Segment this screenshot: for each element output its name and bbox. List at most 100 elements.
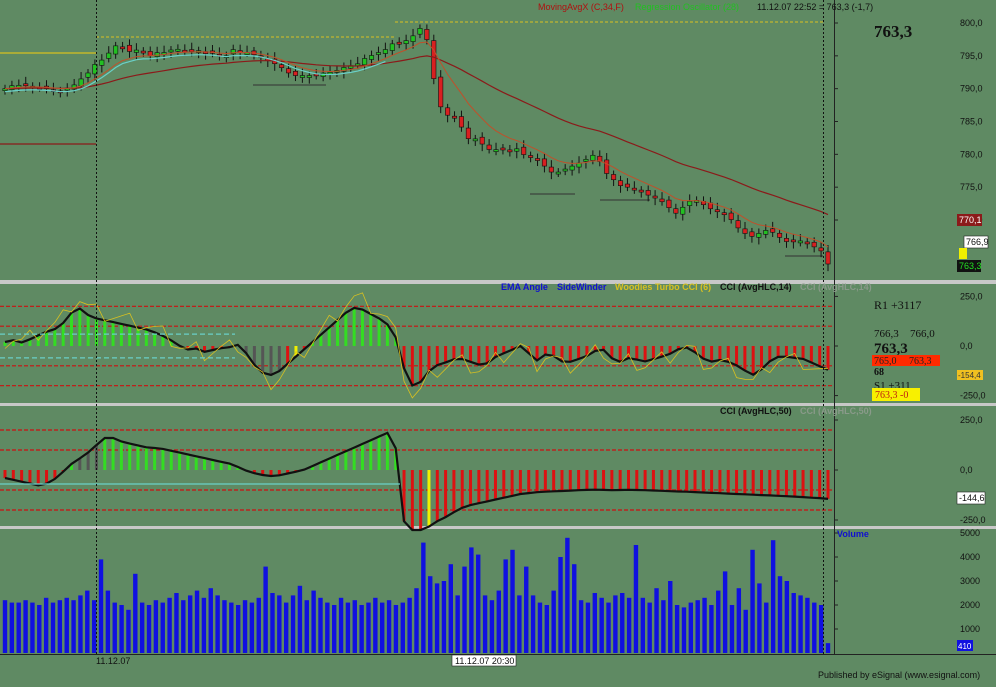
candle-body <box>362 58 368 66</box>
volume-bar <box>791 593 796 653</box>
volume-bar <box>633 545 639 653</box>
candle-body <box>528 155 534 158</box>
candle-body <box>465 127 471 139</box>
candle-body <box>714 209 720 213</box>
volume-bar <box>517 595 522 653</box>
volume-bar <box>681 607 687 653</box>
yellow-marker <box>959 248 967 259</box>
volume-tag <box>957 640 973 651</box>
volume-bar <box>661 600 666 653</box>
moving-average-slow <box>4 55 829 216</box>
candle-body <box>396 41 402 45</box>
volume-bar <box>757 583 762 653</box>
volume-bar <box>407 597 412 653</box>
price-axis-label: 780,0 <box>960 149 983 159</box>
close-tag <box>963 235 989 249</box>
candle-body <box>375 52 381 55</box>
r1-label: R1 +3117 <box>874 298 921 312</box>
cci14-axis-label: -250,0 <box>960 391 986 401</box>
volume-bar <box>668 581 673 653</box>
candle-body <box>590 154 596 161</box>
volume-bar <box>187 595 193 653</box>
candle-body <box>777 232 783 238</box>
volume-bar <box>71 600 76 653</box>
cci14-axis-label: 250,0 <box>960 291 983 301</box>
volume-label: Volume <box>837 529 869 539</box>
candle-body <box>500 147 506 151</box>
candle-body <box>666 199 672 208</box>
candle-body <box>721 212 727 216</box>
candle-body <box>230 49 236 55</box>
volume-bar <box>332 605 337 653</box>
candle-body <box>673 208 679 214</box>
volume-bar <box>386 600 392 653</box>
info-big: 763,3 <box>874 341 908 357</box>
cci14-tag <box>957 370 983 380</box>
header-timestamp: 11.12.07 22:52 = 763,3 (-1,7) <box>757 2 873 12</box>
candle-body <box>99 59 105 66</box>
cci50-panel: 250,0 0,0 -250,0 <box>0 415 986 532</box>
candle-body <box>735 220 741 229</box>
panel-separator[interactable] <box>0 280 996 284</box>
candle-body <box>126 44 132 52</box>
volume-bar <box>297 585 303 653</box>
cursor-time-box[interactable] <box>451 654 517 667</box>
volume-panel: 5000 4000 3000 2000 1000 <box>2 528 980 653</box>
volume-bar <box>311 590 316 653</box>
volume-bar <box>530 595 536 653</box>
volume-bar <box>91 600 97 653</box>
candle-body <box>458 116 464 128</box>
cci14-panel: 250,0 0,0 -250,0 <box>0 291 986 401</box>
candle-body <box>431 40 437 79</box>
volume-tag-text: 410 <box>958 642 972 651</box>
volume-bar <box>153 600 159 653</box>
volume-bar <box>448 564 453 653</box>
candle-body <box>562 168 568 172</box>
volume-bar <box>784 581 790 653</box>
volume-bar <box>572 564 577 653</box>
candle-body <box>445 107 451 116</box>
candle-body <box>770 228 776 233</box>
volume-bar <box>606 602 611 653</box>
volume-bar <box>2 600 8 653</box>
volume-bar <box>544 605 550 653</box>
volume-bar <box>119 605 124 653</box>
cursor-time-label: 11.12.07 20:30 <box>455 656 514 666</box>
volume-bar <box>558 557 563 653</box>
info-red-box <box>872 355 940 366</box>
volume-bar <box>722 571 728 653</box>
candle-body <box>23 83 29 87</box>
volume-bar <box>37 605 42 653</box>
cci50-tag-text: -144,6 <box>959 493 985 503</box>
close-tag-text: 766,9 <box>966 237 989 247</box>
cci50-ghost-label: CCI (AvgHLC,50) <box>800 406 872 416</box>
candle-body <box>631 187 637 191</box>
volume-bar <box>393 605 399 653</box>
volume-bar <box>366 602 371 653</box>
candle-body <box>424 29 430 40</box>
volume-bar <box>647 602 652 653</box>
sidewinder-label: SideWinder <box>557 282 607 292</box>
info-row2a: 766,3 <box>874 328 899 340</box>
candle-body <box>611 174 617 181</box>
volume-bar <box>277 595 282 653</box>
volume-bar <box>222 600 227 653</box>
candle-body <box>292 70 298 76</box>
candle-body <box>113 45 119 55</box>
volume-bar <box>57 600 63 653</box>
candle-body <box>652 195 658 199</box>
volume-bar <box>146 605 152 653</box>
panel-separator[interactable] <box>0 526 996 529</box>
volume-bar <box>428 576 433 653</box>
candle-body <box>728 212 734 220</box>
panel-separator[interactable] <box>0 403 996 406</box>
volume-bar <box>352 600 357 653</box>
candle-body <box>341 67 347 72</box>
volume-bar <box>469 547 474 653</box>
turbo-cci-line <box>4 292 829 399</box>
price-axis-label: 790,0 <box>960 84 983 94</box>
candle-body <box>279 64 285 68</box>
